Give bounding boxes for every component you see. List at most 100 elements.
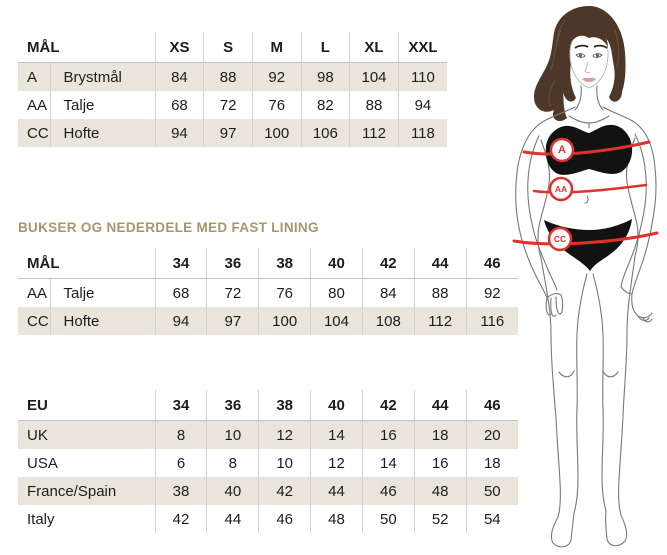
table-cell: 44: [206, 505, 259, 533]
face: [569, 27, 609, 89]
table-cell: 38: [154, 477, 207, 505]
table-cell: 18: [413, 420, 467, 449]
table-cell: 76: [251, 91, 302, 119]
column-header-eu: EU: [18, 390, 156, 421]
left-foot: [550, 512, 575, 548]
table-cell: 72: [206, 278, 259, 307]
table-cell: 92: [465, 278, 518, 307]
table-cell: 98: [300, 62, 350, 91]
nose: [584, 61, 591, 74]
table-cell: 68: [154, 278, 207, 307]
table-cell: 94: [397, 91, 447, 119]
table-cell: 48: [310, 505, 363, 533]
table-cell: 92: [251, 62, 302, 91]
table-cell: 112: [413, 307, 467, 335]
column-header-38: 38: [258, 390, 311, 421]
bust-line: [522, 140, 651, 156]
table-cell: 46: [361, 477, 415, 505]
hip-marker-label: CC: [554, 234, 566, 244]
column-header-40: 40: [310, 248, 363, 279]
table-row-waist: AA Talje 68 72 76 82 88 94: [18, 91, 447, 119]
table-cell: 76: [258, 278, 311, 307]
column-header-40: 40: [310, 390, 363, 421]
lips: [582, 77, 596, 82]
right-leg: [618, 255, 636, 516]
column-header-34: 34: [154, 390, 207, 421]
table-cell: 48: [413, 477, 467, 505]
navel: [584, 195, 589, 204]
table-row-uk: UK 8 10 12 14 16 18 20: [18, 420, 518, 449]
row-label: Talje: [49, 91, 156, 119]
row-label: UK: [18, 420, 156, 449]
table-cell: 14: [310, 420, 363, 449]
column-header-46: 46: [465, 390, 518, 421]
table-cell: 44: [310, 477, 363, 505]
row-label: USA: [27, 454, 58, 472]
row-code: AA: [27, 96, 48, 114]
female-figure-illustration: A AA CC: [512, 6, 659, 548]
section-heading-bottoms: BUKSER OG NEDERDELE MED FAST LINING: [18, 220, 319, 235]
table-cell: 20: [465, 420, 518, 449]
table-cell: 97: [203, 119, 253, 147]
table-cell: 100: [251, 119, 302, 147]
column-header-xxl: XXL: [397, 32, 447, 63]
table-cell: 10: [206, 420, 259, 449]
table-cell: 18: [465, 449, 518, 477]
waist-marker-circle: [548, 176, 574, 202]
column-header-maal: MÅL: [18, 32, 156, 63]
table-row-france-spain: France/Spain 38 40 42 44 46 48 50: [18, 477, 518, 505]
table-cell: 88: [349, 91, 399, 119]
table-cell: 68: [154, 91, 204, 119]
waist-marker-label: AA: [555, 184, 567, 194]
column-header-s: S: [203, 32, 253, 63]
measurement-markers: A AA CC: [547, 137, 575, 252]
column-header-m: M: [251, 32, 302, 63]
table-cell: 52: [413, 505, 467, 533]
column-header-44: 44: [413, 248, 467, 279]
table-cell: 16: [361, 420, 415, 449]
table-header-row: MÅL XS S M L XL XXL: [18, 32, 447, 63]
table-cell: 88: [413, 278, 467, 307]
table-cell: 116: [465, 307, 518, 335]
measurement-lines: [512, 140, 659, 246]
table-cell: 104: [349, 62, 399, 91]
table-row-usa: USA 6 8 10 12 14 16 18: [18, 449, 518, 477]
bust-marker-label: A: [558, 144, 566, 156]
table-header-row: MÅL 34 36 38 40 42 44 46: [18, 248, 518, 279]
table-cell: 8: [206, 449, 259, 477]
eyes: [575, 53, 603, 58]
table-cell: 84: [154, 62, 204, 91]
table-cell: 82: [300, 91, 350, 119]
row-code: AA: [27, 284, 48, 302]
column-header-36: 36: [206, 248, 259, 279]
table-cell: 94: [154, 119, 204, 147]
row-code: CC: [18, 119, 51, 147]
row-code: A: [18, 62, 51, 91]
bandeau-top: [545, 124, 633, 175]
right-arm: [602, 106, 657, 295]
table-row-waist: AA Talje 68 72 76 80 84 88 92: [18, 278, 518, 307]
column-header-maal: MÅL: [18, 248, 156, 279]
hip-marker-circle: [547, 226, 573, 252]
measurements-table-bottoms: MÅL 34 36 38 40 42 44 46 AA Talje 68 72 …: [18, 248, 518, 335]
left-leg: [540, 257, 561, 518]
row-label: Italy: [27, 510, 55, 528]
left-hand: [545, 293, 564, 317]
table-cell: 12: [258, 420, 311, 449]
column-header-34: 34: [154, 248, 207, 279]
table-row-hip: CC Hofte 94 97 100 104 108 112 116: [18, 307, 518, 335]
row-label: Talje: [49, 278, 156, 307]
table-cell: 80: [310, 278, 363, 307]
table-cell: 110: [397, 62, 447, 91]
table-cell: 42: [154, 505, 207, 533]
column-header-l: L: [300, 32, 350, 63]
row-label: Hofte: [49, 119, 156, 147]
column-header-44: 44: [413, 390, 467, 421]
table-cell: 12: [310, 449, 363, 477]
table-cell: 88: [203, 62, 253, 91]
table-row-hip: CC Hofte 94 97 100 106 112 118: [18, 119, 447, 147]
table-row-bust: A Brystmål 84 88 92 98 104 110: [18, 62, 447, 91]
knee-marks: [558, 370, 619, 378]
table-cell: 42: [258, 477, 311, 505]
bust-marker-circle: [549, 137, 575, 163]
